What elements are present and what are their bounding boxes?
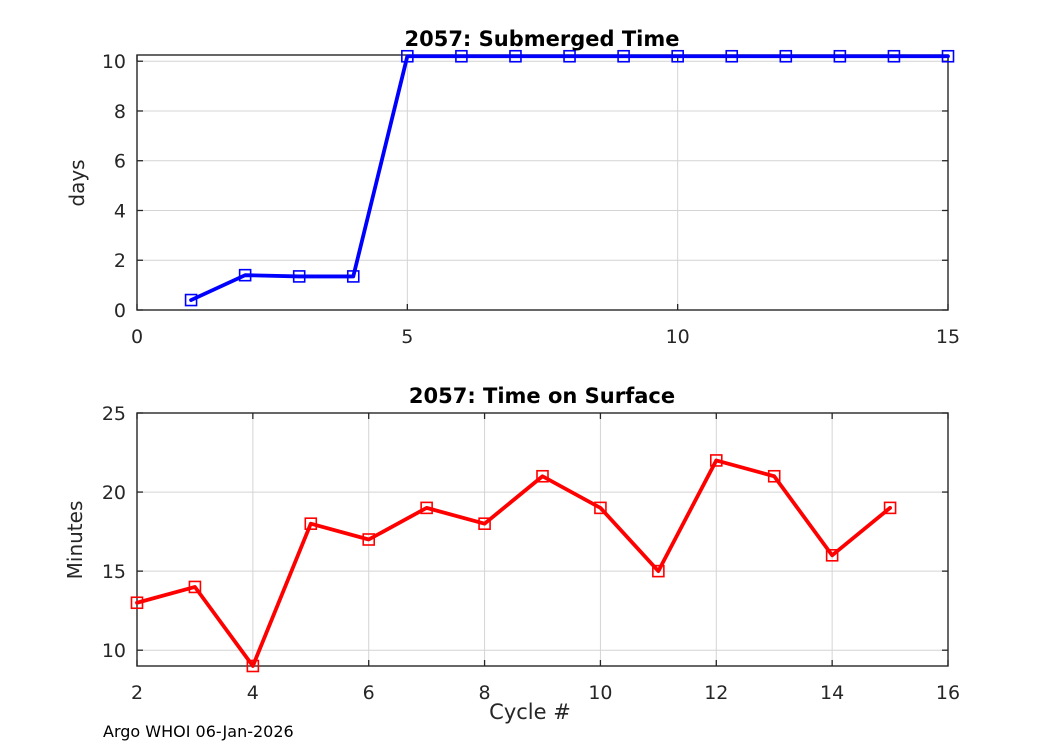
x-tick-label: 8 [479,682,491,704]
data-marker [767,469,781,483]
x-tick-label: 16 [936,682,960,704]
data-marker [304,517,318,530]
data-marker [563,49,576,63]
bottom-chart-ylabel: Minutes [63,501,87,580]
x-tick-label: 2 [131,682,143,704]
data-marker [617,49,630,63]
bottom-chart-xlabel: Cycle # [489,700,571,724]
surface-time-chart: 2 4 6 8 10 12 14 16 10 15 20 25 [102,403,960,704]
data-line [135,458,892,668]
data-marker [652,564,665,578]
data-marker [420,501,433,515]
y-tick-label: 2 [114,250,126,272]
x-tick-label: 5 [401,326,413,348]
data-marker [779,49,793,63]
y-tick-label: 15 [102,561,126,583]
y-tick-label: 8 [114,101,126,123]
x-tick-label: 12 [704,682,728,704]
data-marker [725,49,739,63]
data-marker [455,49,468,63]
y-tick-label: 20 [102,482,126,504]
y-tick-label: 6 [114,151,126,173]
axes-box [136,412,949,667]
data-marker [594,501,607,515]
y-tick-label: 10 [102,640,126,662]
data-marker [188,580,202,594]
plot-area [137,55,948,310]
data-marker [536,469,549,483]
data-marker [941,49,955,63]
y-tick-label: 0 [114,300,126,322]
data-marker [130,596,144,610]
data-marker [238,268,252,282]
top-chart-ylabel: days [65,159,89,206]
data-marker [184,293,198,307]
data-marker [401,49,414,63]
data-marker [825,549,839,562]
y-tick-label: 25 [102,403,126,425]
x-tick-label: 14 [820,682,844,704]
data-marker [346,270,360,283]
data-marker [709,454,723,467]
data-marker [671,49,684,63]
data-marker [362,533,376,546]
footer-annotation: Argo WHOI 06-Jan-2026 [103,722,294,741]
data-marker [246,659,260,673]
x-tick-label: 10 [666,326,690,348]
bottom-chart-title: 2057: Time on Surface [409,384,675,408]
y-tick-label: 10 [102,51,126,73]
plot-area [137,413,948,666]
x-tick-label: 10 [588,682,612,704]
data-marker [478,517,491,530]
data-marker [292,270,306,283]
data-marker [833,49,847,63]
data-marker [887,49,901,63]
x-tick-label: 15 [936,326,960,348]
y-tick-label: 4 [114,200,126,222]
data-marker [509,49,522,63]
submerged-time-chart: 0 5 10 15 0 2 4 6 8 10 [102,49,960,348]
x-tick-label: 0 [131,326,143,348]
data-marker [883,501,897,515]
x-tick-label: 6 [363,682,375,704]
data-line [189,54,950,302]
top-chart-title: 2057: Submerged Time [404,27,679,51]
x-tick-label: 4 [247,682,259,704]
